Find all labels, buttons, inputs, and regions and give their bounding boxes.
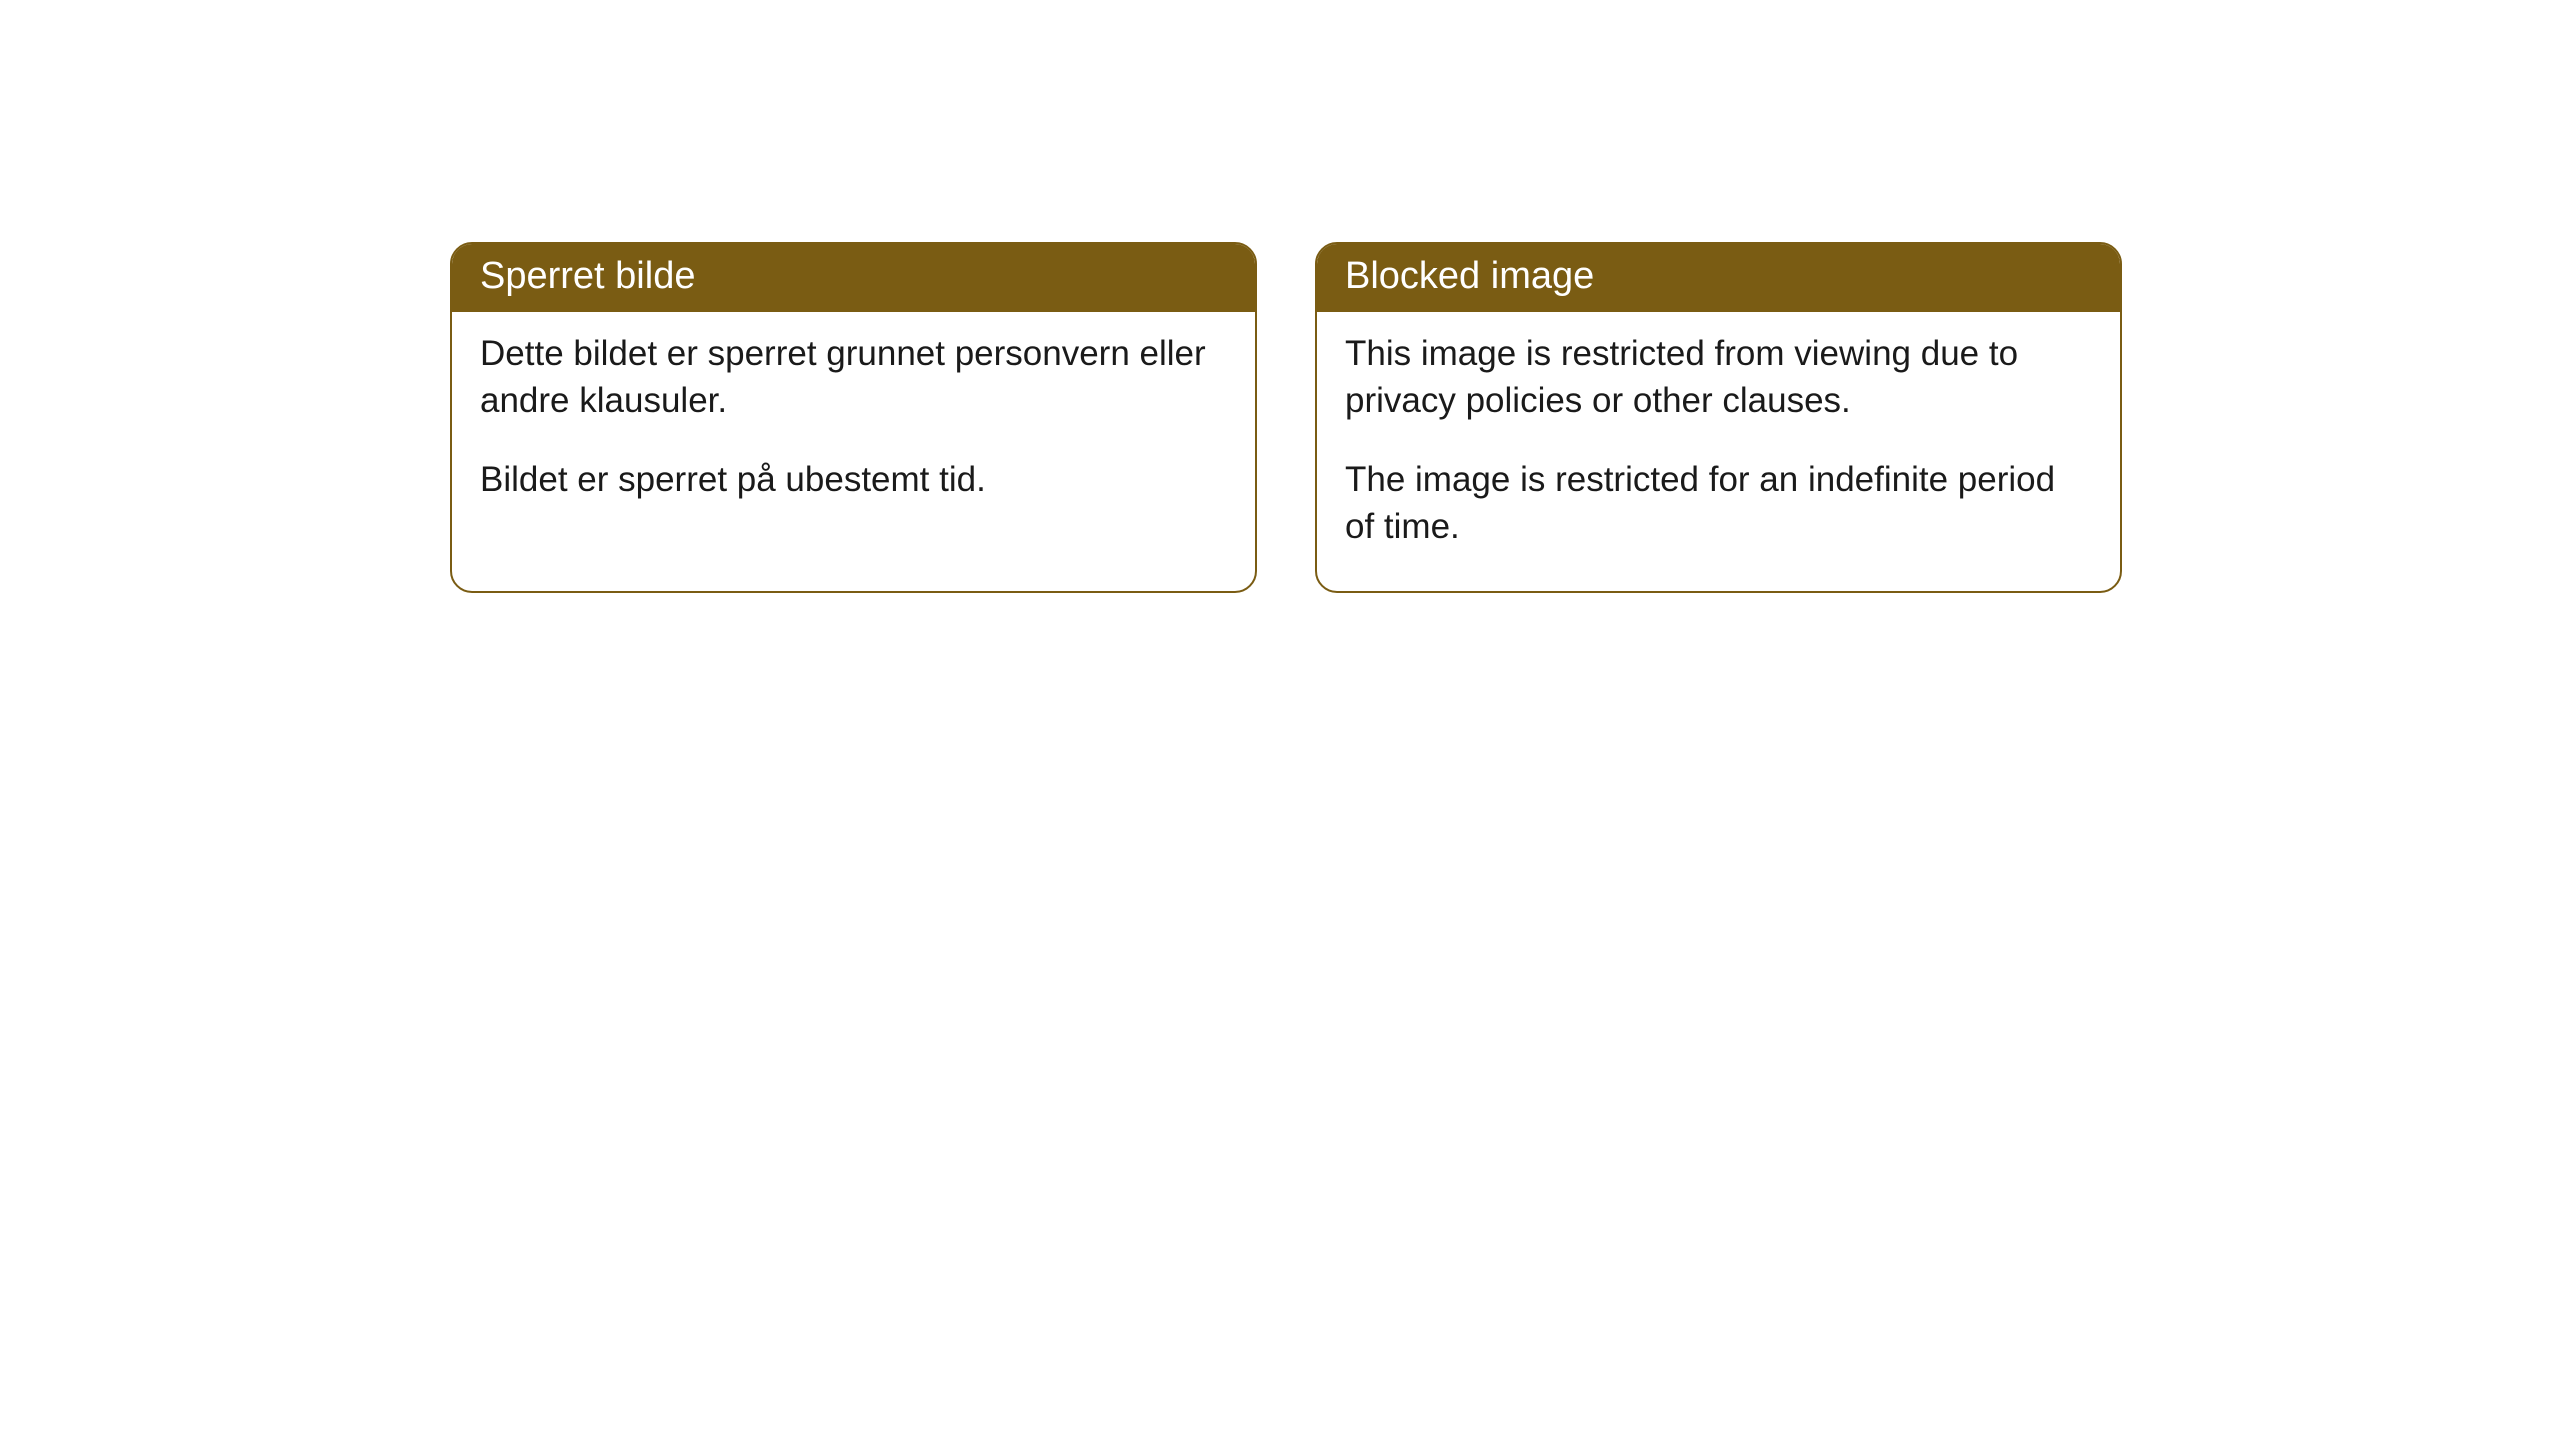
blocked-image-cards: Sperret bilde Dette bildet er sperret gr…	[450, 242, 2122, 593]
card-title-en: Blocked image	[1317, 244, 2120, 312]
card-paragraph-no-1: Dette bildet er sperret grunnet personve…	[480, 330, 1227, 425]
card-body-en: This image is restricted from viewing du…	[1317, 312, 2120, 591]
card-paragraph-en-1: This image is restricted from viewing du…	[1345, 330, 2092, 425]
card-body-no: Dette bildet er sperret grunnet personve…	[452, 312, 1255, 544]
blocked-image-card-en: Blocked image This image is restricted f…	[1315, 242, 2122, 593]
card-paragraph-no-2: Bildet er sperret på ubestemt tid.	[480, 456, 1227, 503]
card-title-no: Sperret bilde	[452, 244, 1255, 312]
blocked-image-card-no: Sperret bilde Dette bildet er sperret gr…	[450, 242, 1257, 593]
card-paragraph-en-2: The image is restricted for an indefinit…	[1345, 456, 2092, 551]
